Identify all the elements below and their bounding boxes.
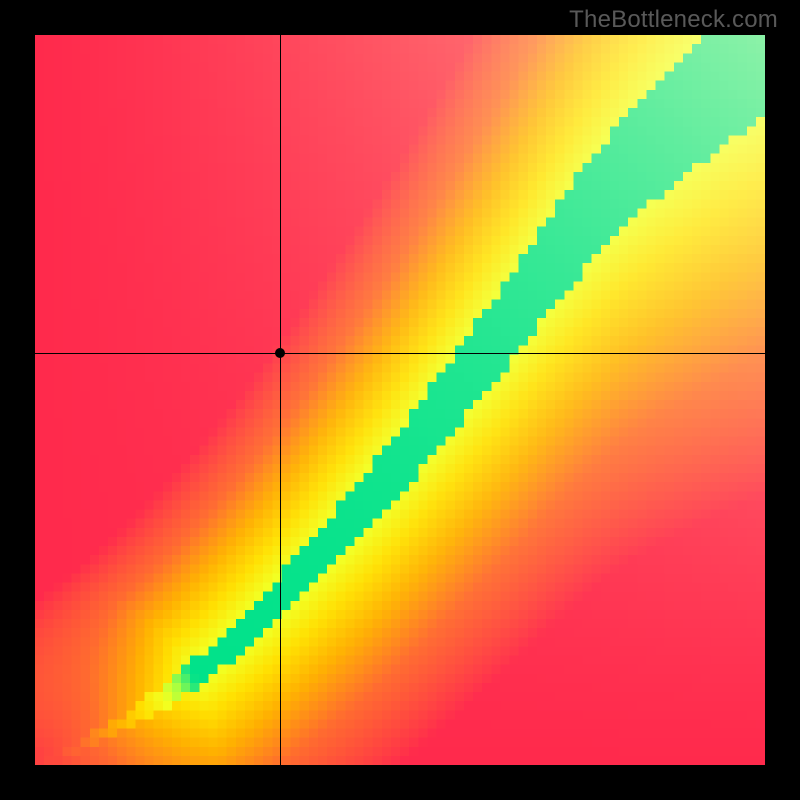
crosshair-vertical — [280, 35, 281, 765]
crosshair-marker — [275, 348, 285, 358]
heatmap-canvas — [35, 35, 765, 765]
crosshair-horizontal — [35, 353, 765, 354]
watermark-text: TheBottleneck.com — [569, 6, 778, 34]
bottleneck-heatmap — [35, 35, 765, 765]
